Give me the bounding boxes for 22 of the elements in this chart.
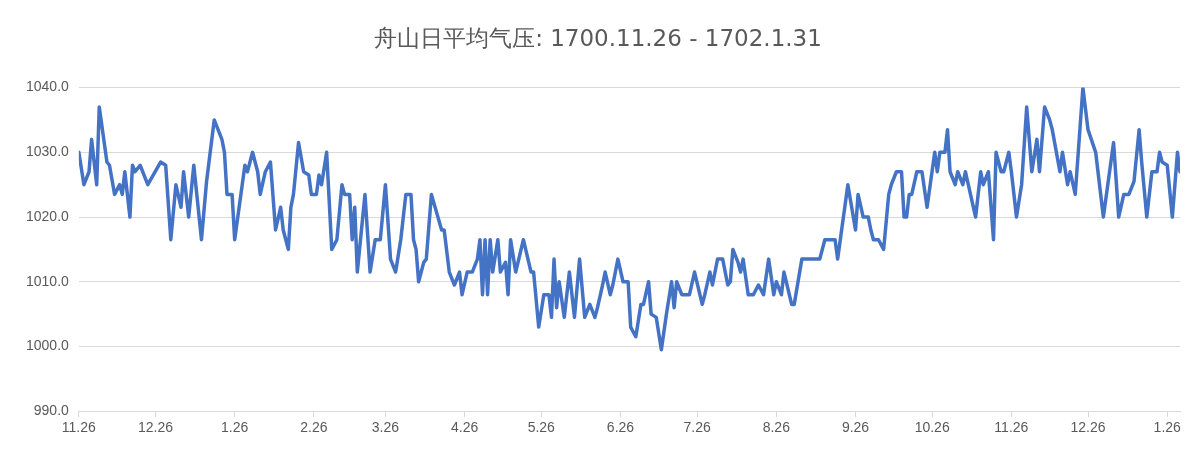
- y-tick-label: 1000.0: [25, 337, 70, 354]
- x-tick-label: 1.26: [1153, 419, 1182, 436]
- x-tick-label: 11.26: [994, 419, 1029, 436]
- x-tick-label: 12.26: [137, 419, 174, 436]
- y-tick-label: 990.0: [33, 402, 70, 419]
- x-tick-label: 10.26: [914, 419, 950, 436]
- x-tick-label: 2.26: [300, 419, 328, 436]
- chart-title: 舟山日平均气压: 1700.11.26 - 1702.1.31: [374, 24, 822, 51]
- x-tick-label: 8.26: [762, 419, 791, 436]
- x-tick-label: 4.26: [450, 419, 479, 436]
- y-tick-label: 1030.0: [25, 143, 70, 160]
- y-tick-label: 1020.0: [25, 207, 70, 224]
- x-tick-label: 9.26: [841, 419, 870, 436]
- y-tick-label: 1040.0: [25, 78, 70, 95]
- x-tick-label: 6.26: [606, 419, 635, 436]
- x-tick-label: 5.26: [527, 419, 556, 436]
- x-tick-label: 3.26: [371, 419, 400, 436]
- x-tick-label: 12.26: [1070, 419, 1106, 436]
- y-tick-label: 1010.0: [25, 272, 70, 289]
- x-tick-label: 11.26: [61, 419, 97, 436]
- x-tick-label: 7.26: [683, 419, 711, 436]
- x-tick-label: 1.26: [221, 419, 249, 436]
